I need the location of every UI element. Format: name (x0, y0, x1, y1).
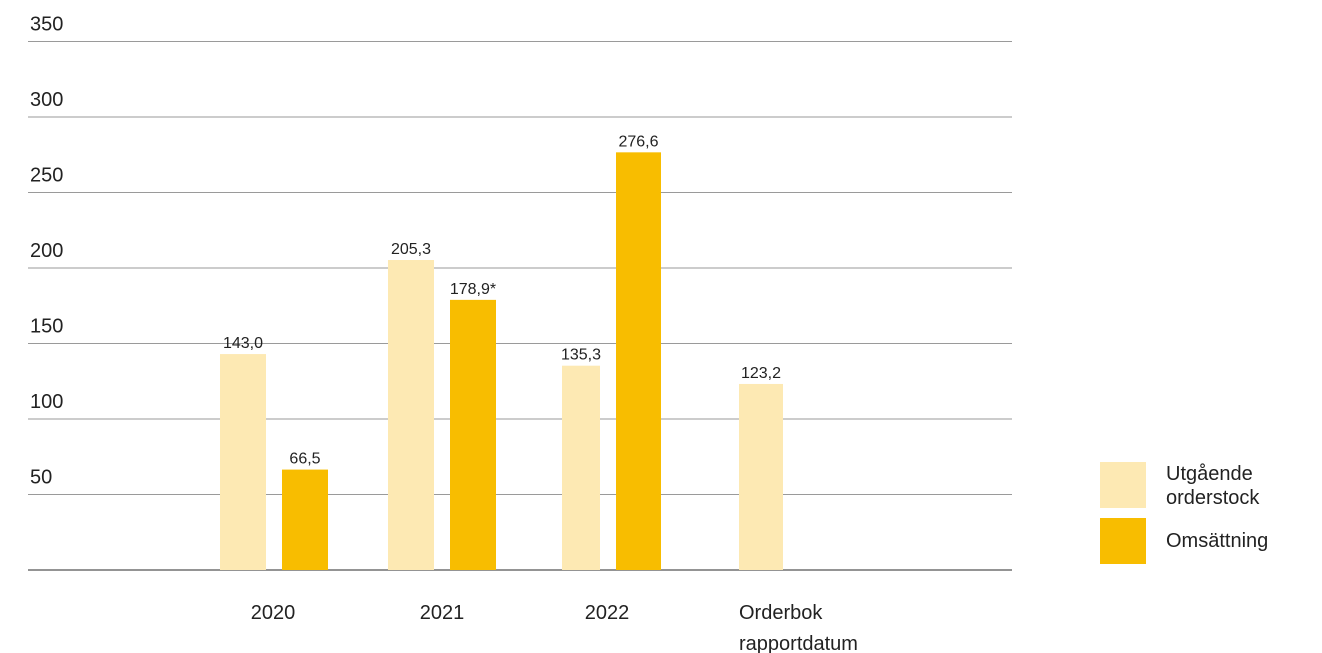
legend-swatch-omsattning (1100, 518, 1146, 564)
bar-utgaende-orderstock (739, 383, 783, 570)
y-tick-label: 200 (30, 240, 63, 262)
data-label-utgaende-orderstock: 123,2 (741, 365, 781, 382)
bars (220, 152, 783, 571)
y-tick-label: 50 (30, 467, 52, 489)
x-category-label: 2020 (251, 602, 296, 624)
data-label-utgaende-orderstock: 135,3 (561, 347, 601, 364)
bar-omsattning (616, 152, 661, 571)
bar-utgaende-orderstock (562, 365, 600, 570)
y-tick-label: 150 (30, 316, 63, 338)
x-category-label: Orderbok (739, 602, 823, 624)
legend-label-line: orderstock (1166, 487, 1260, 509)
x-category-label: 2021 (420, 602, 465, 624)
y-tick-label: 100 (30, 391, 63, 413)
legend: Utgående orderstock Omsättning (1100, 462, 1316, 572)
legend-label-utgaende-orderstock: Utgående orderstock (1166, 462, 1316, 510)
legend-item-utgaende-orderstock: Utgående orderstock (1100, 462, 1316, 510)
y-tick-label: 250 (30, 165, 63, 187)
y-tick-label: 300 (30, 89, 63, 111)
gridlines (28, 41, 1012, 571)
x-category-label: rapportdatum (739, 633, 858, 653)
data-label-utgaende-orderstock: 205,3 (391, 241, 431, 258)
legend-label-line: Omsättning (1166, 530, 1269, 552)
y-axis-tick-labels: 50 100 150 200 250 300 350 (30, 14, 63, 489)
legend-label-omsattning: Omsättning (1166, 518, 1316, 553)
bar-utgaende-orderstock (388, 259, 434, 570)
data-labels: 143,0 66,5 205,3 178,9* 135,3 276,6 123,2 (223, 133, 781, 467)
data-label-omsattning: 66,5 (289, 451, 320, 468)
x-category-label: 2022 (585, 602, 630, 624)
legend-swatch-utgaende-orderstock (1100, 462, 1146, 508)
data-label-utgaende-orderstock: 143,0 (223, 335, 263, 352)
bar-omsattning (450, 299, 496, 570)
data-label-omsattning: 178,9* (450, 281, 496, 298)
bar-utgaende-orderstock (220, 354, 266, 570)
x-axis-category-labels: 2020 2021 2022 Orderbok rapportdatum (251, 602, 858, 653)
legend-item-omsattning: Omsättning (1100, 518, 1316, 564)
data-label-omsattning: 276,6 (618, 133, 658, 150)
y-tick-label: 350 (30, 14, 63, 36)
legend-label-line: Utgående (1166, 463, 1253, 485)
bar-omsattning (282, 469, 328, 570)
